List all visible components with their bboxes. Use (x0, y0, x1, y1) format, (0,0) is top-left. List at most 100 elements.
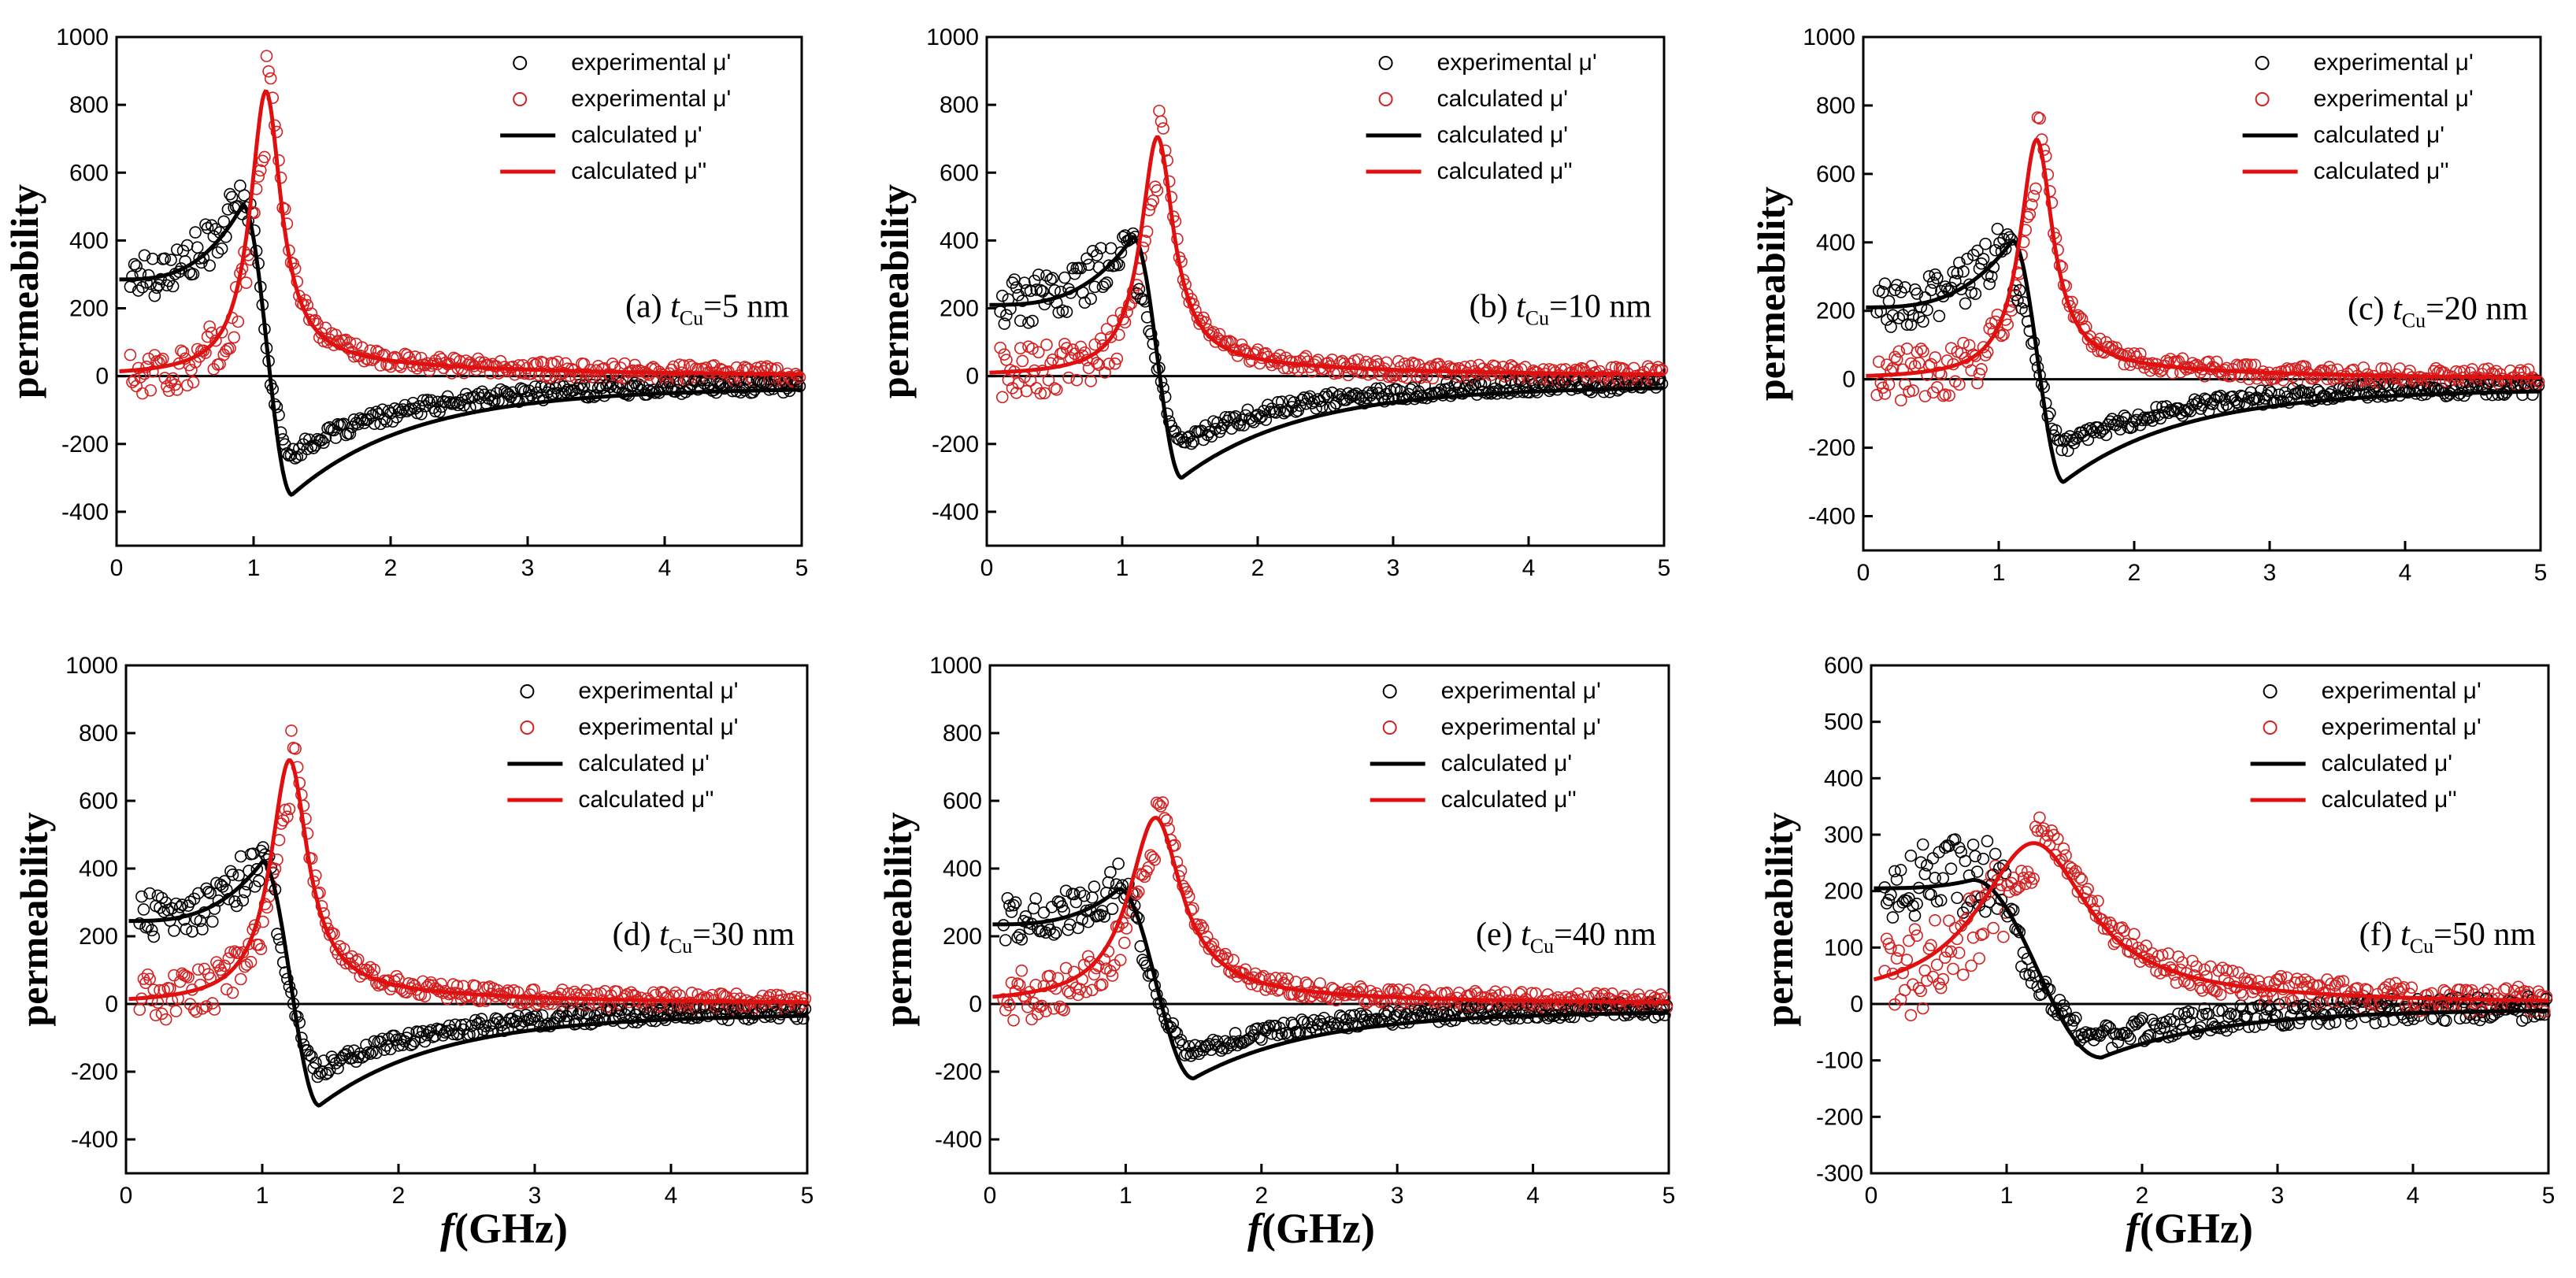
scatter-point-mu1 (1030, 283, 1043, 296)
scatter-point-mu1 (405, 402, 417, 415)
scatter-point-mu2 (2405, 981, 2418, 995)
scatter-point-mu2 (270, 125, 284, 139)
scatter-point-mu2 (1931, 380, 1944, 394)
legend-b: experimental μ' calculated μ' calculated μ… (1366, 50, 1597, 184)
scatter-point-mu1 (1597, 385, 1610, 398)
scatter-point-mu2 (182, 971, 195, 984)
scatter-point-mu2 (260, 50, 273, 62)
scatter-point-mu1 (1440, 376, 1453, 389)
legend-label: experimental μ' (578, 678, 738, 704)
scatter-point-mu1 (490, 387, 503, 400)
scatter-point-mu2 (1907, 384, 1919, 397)
scatter-point-mu2 (2128, 928, 2140, 941)
scatter-point-mu2 (2045, 196, 2059, 209)
scatter-point-mu1 (1081, 915, 1095, 928)
scatter-point-mu2 (1014, 342, 1027, 355)
scatter-point-mu1 (1989, 847, 2002, 861)
scatter-point-mu2 (134, 371, 147, 383)
scatter-point-mu1 (1028, 274, 1041, 287)
y-tick-label-e: 1000 (929, 653, 982, 679)
scatter-point-mu1 (1078, 296, 1092, 309)
scatter-point-mu1 (429, 405, 442, 418)
legend-e: experimental μ' experimental μ' calculated… (1370, 678, 1601, 813)
scatter-point-mu1 (1991, 222, 2004, 235)
legend-label: calculated μ'' (2314, 158, 2449, 184)
scatter-point-mu1 (200, 882, 213, 895)
legend-c: experimental μ' experimental μ' calculated… (2242, 50, 2474, 184)
scatter-point-mu2 (285, 724, 298, 737)
scatter-point-mu1 (215, 242, 228, 255)
scatter-point-mu1 (999, 934, 1012, 946)
scatter-point-mu1 (441, 390, 454, 403)
y-axis-label-a: permeability (2, 184, 46, 398)
legend-marker (2255, 56, 2270, 70)
y-tick-label-d: 600 (79, 788, 118, 814)
scatter-point-mu2 (1020, 384, 1033, 398)
scatter-point-mu1 (211, 246, 224, 259)
scatter-point-mu1 (433, 406, 446, 418)
legend-marker (513, 56, 528, 70)
scatter-point-mu1 (1934, 894, 1948, 907)
scatter-point-mu2 (1213, 328, 1226, 341)
scatter-point-mu2 (243, 937, 255, 950)
scatter-point-mu1 (305, 439, 318, 453)
scatter-point-mu2 (994, 341, 1006, 354)
scatter-point-mu2 (191, 963, 205, 976)
scatter-point-mu2 (1132, 885, 1145, 898)
scatter-point-mu2 (280, 217, 294, 230)
scatter-point-mu1 (1299, 397, 1313, 410)
scatter-point-mu2 (1979, 349, 1992, 361)
scatter-point-mu1 (392, 1039, 405, 1052)
scatter-point-mu1 (366, 409, 379, 422)
scatter-point-mu1 (1233, 419, 1246, 432)
scatter-point-mu1 (126, 270, 139, 283)
x-tick-label-b: 4 (1522, 555, 1536, 581)
legend-marker (2255, 92, 2270, 106)
scatter-point-mu2 (1870, 388, 1883, 402)
y-tick-label-b: 1000 (926, 24, 979, 50)
scatter-point-mu2 (169, 1005, 183, 1017)
scatter-point-mu1 (488, 395, 501, 407)
legend-label: experimental μ' (2322, 714, 2481, 740)
y-tick-label-a: 600 (69, 160, 109, 186)
x-tick-label-c: 5 (2534, 560, 2548, 586)
scatter-point-mu1 (1048, 283, 1061, 297)
scatter-point-mu2 (139, 976, 152, 990)
legend-marker (2263, 720, 2278, 735)
legend-label: experimental μ' (1441, 714, 1601, 740)
scatter-point-mu2 (1161, 154, 1173, 167)
scatter-point-mu1 (305, 1050, 318, 1063)
chart-panel-b: 0 1 2 3 4 5 -400 -200 0 200 400 600 800 1000 permeabil… (873, 24, 1670, 581)
scatter-point-mu1 (166, 280, 180, 293)
y-tick-label-b: 400 (940, 228, 979, 254)
calc-mu-double-prime-line-a (119, 89, 802, 376)
x-tick-label-f: 4 (2407, 1183, 2420, 1209)
chart-panel-e: 0 1 2 3 4 5-400-20002004006008001000permeabil… (876, 653, 1675, 1209)
scatter-point-mu2 (278, 202, 291, 216)
scatter-point-mu1 (209, 223, 222, 235)
scatter-point-mu2 (1952, 946, 1966, 959)
scatter-point-mu2 (171, 383, 183, 396)
scatter-point-mu1 (328, 1054, 340, 1067)
scatter-point-mu1 (376, 403, 389, 417)
y-tick-label-e: 800 (943, 720, 982, 746)
scatter-point-mu1 (1103, 259, 1115, 272)
x-tick-label-a: 1 (247, 555, 261, 581)
scatter-point-mu1 (180, 922, 193, 935)
scatter-point-mu1 (165, 254, 177, 266)
scatter-point-mu1 (1088, 880, 1101, 893)
scatter-point-mu2 (136, 387, 149, 400)
scatter-point-mu2 (1062, 371, 1075, 384)
scatter-point-mu2 (168, 969, 180, 982)
scatter-point-mu1 (1989, 243, 2002, 257)
scatter-point-mu2 (1975, 363, 1988, 376)
scatter-point-mu2 (1892, 944, 1905, 957)
scatter-point-mu1 (1016, 294, 1029, 307)
scatter-point-mu1 (449, 396, 462, 409)
scatter-point-mu1 (368, 1035, 381, 1048)
y-axis-label-f: permeability (1757, 812, 1801, 1026)
scatter-point-mu2 (1000, 354, 1013, 366)
scatter-point-mu1 (317, 1054, 330, 1067)
y-tick-label-c: 0 (1842, 367, 1855, 393)
